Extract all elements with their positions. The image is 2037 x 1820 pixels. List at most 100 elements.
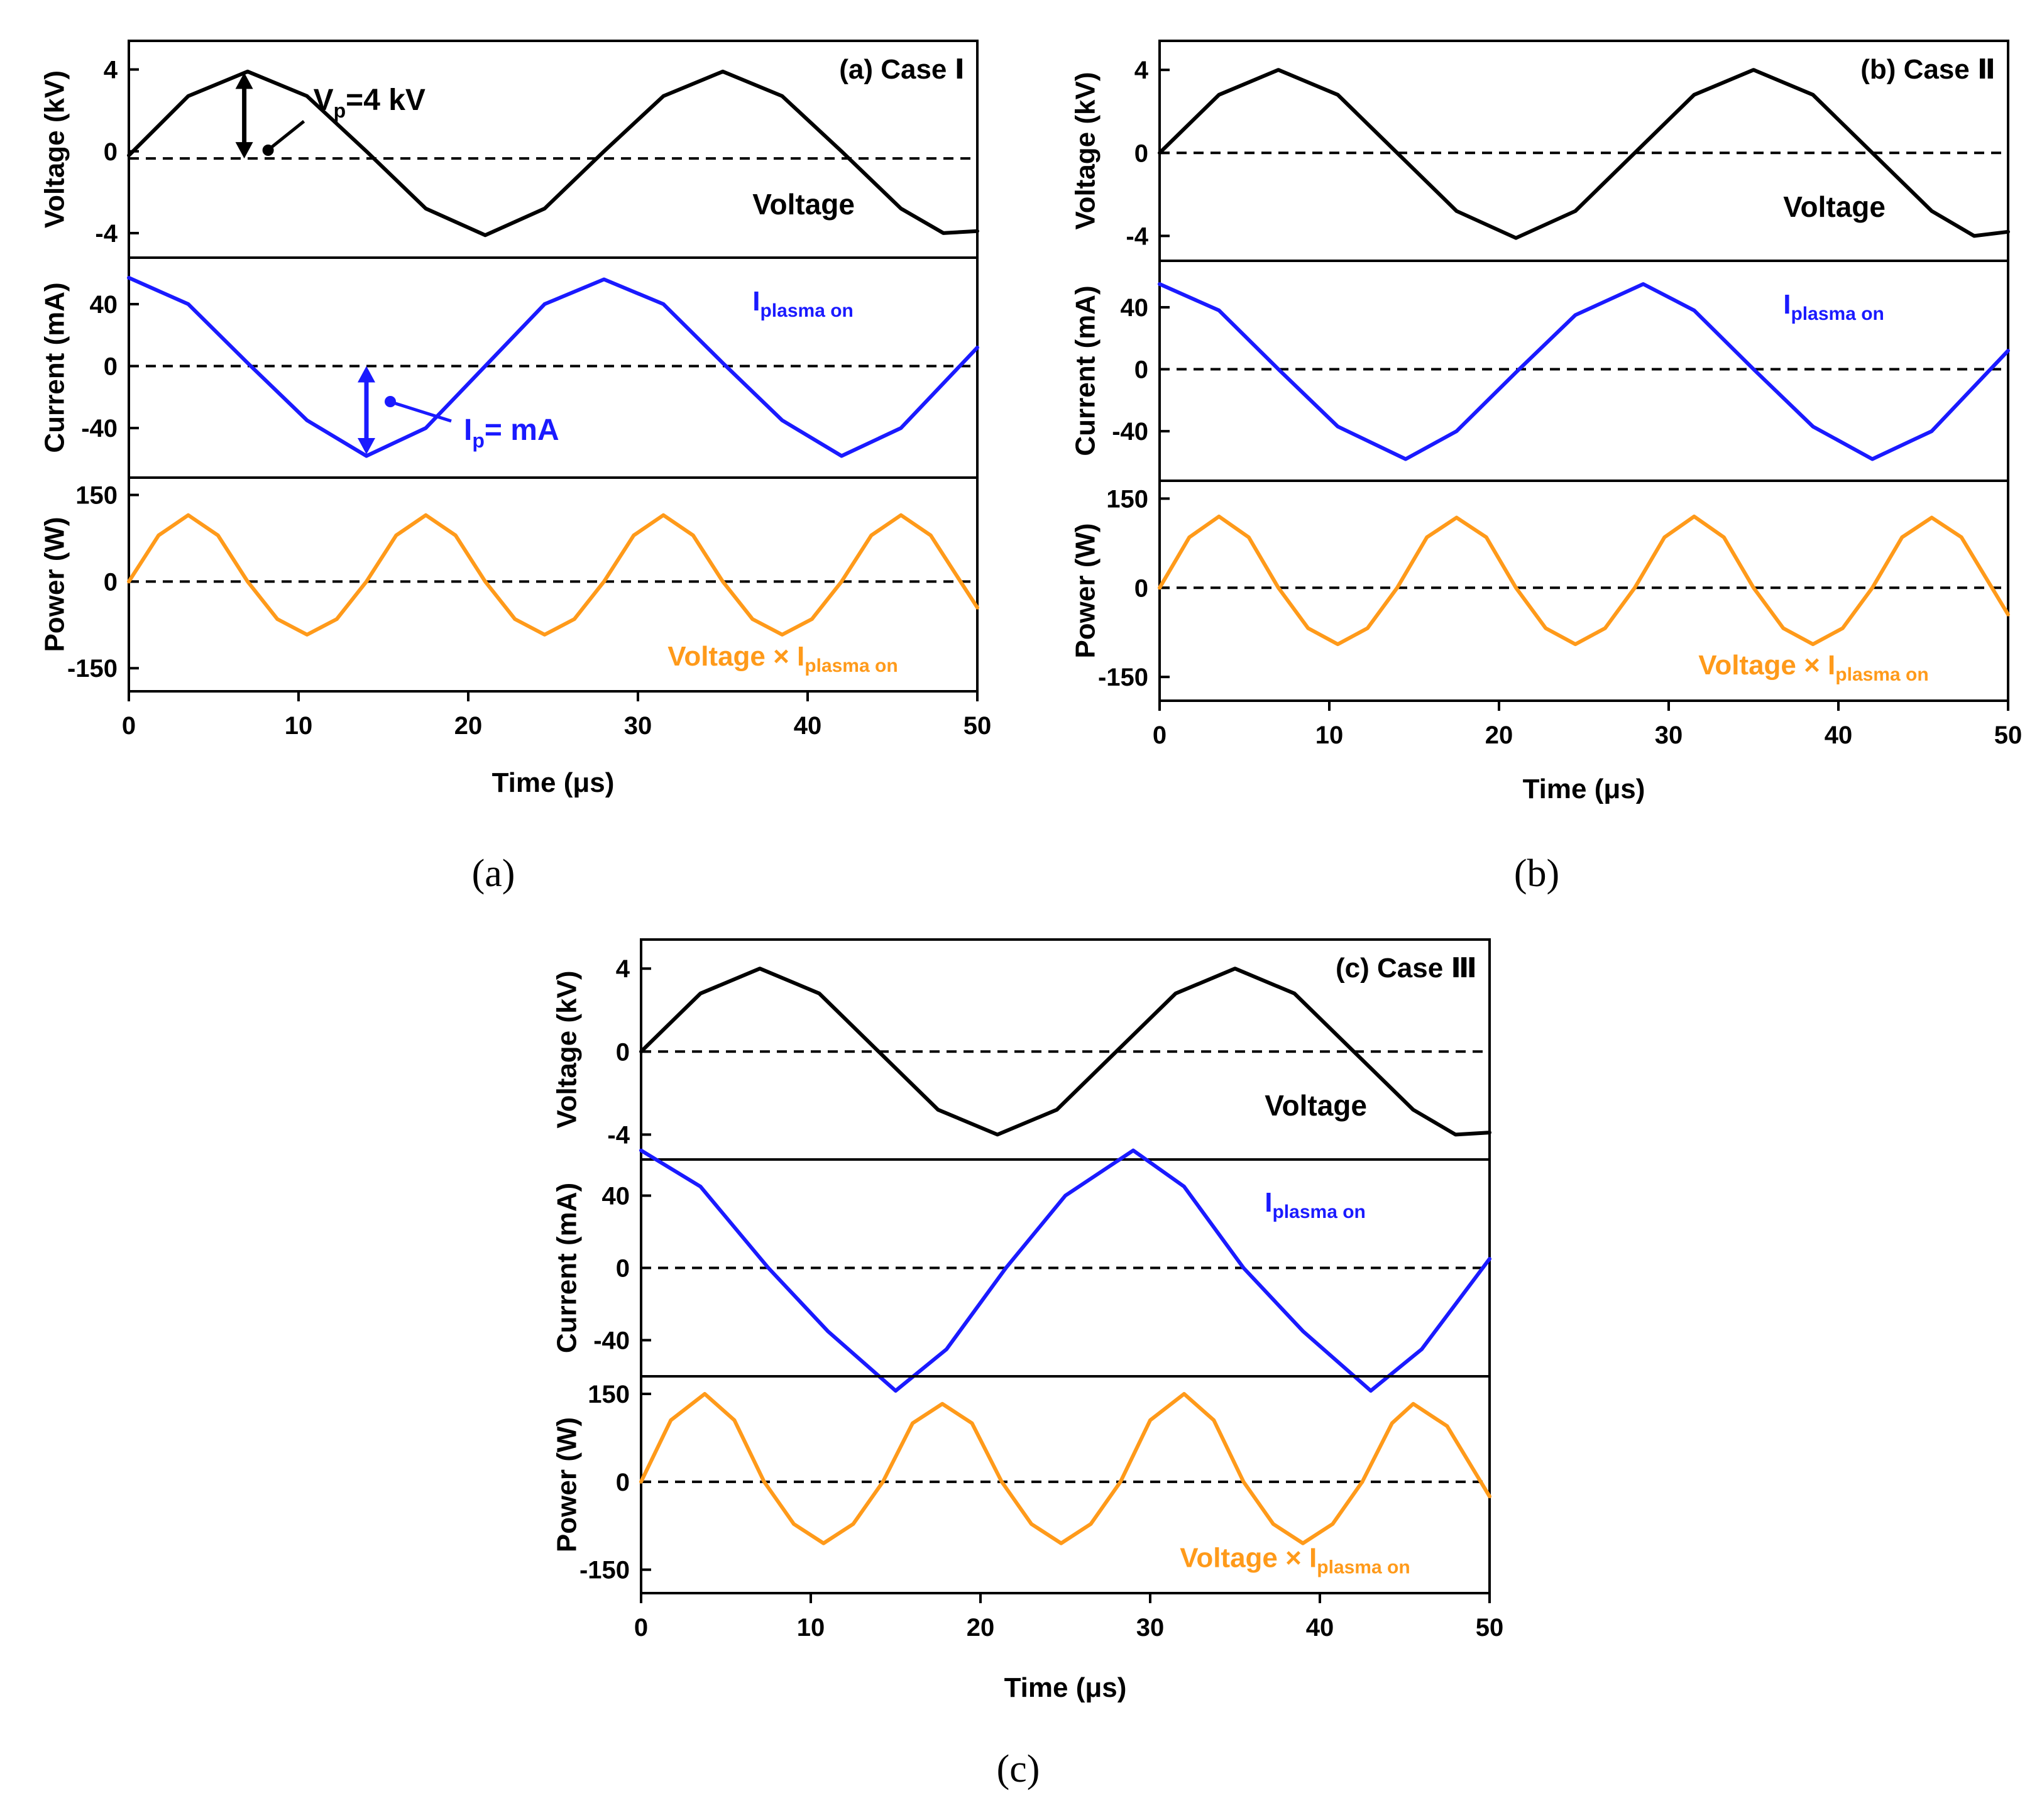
y-tick-label: -150 (579, 1557, 630, 1584)
pointer-tip (385, 396, 396, 407)
x-tick-label: 40 (794, 712, 822, 740)
voltage-series-line (1158, 68, 2010, 240)
current-series-label: Iplasma on (1783, 289, 1884, 324)
amplitude-subscript: p (472, 429, 485, 452)
current-amplitude-annotation: Ip= mA (358, 366, 559, 455)
amplitude-subscript: p (334, 99, 346, 122)
x-tick-label: 0 (1153, 721, 1167, 749)
y-tick-label: 40 (1121, 294, 1149, 322)
y-axis-title: Power (W) (1070, 523, 1101, 658)
x-tick-label: 50 (1994, 721, 2023, 749)
voltage-series-line (639, 967, 1491, 1137)
series-label-subscript: plasma on (1835, 664, 1928, 685)
y-tick-label: 0 (104, 568, 118, 596)
subplot-power: 150 0 -150 Power (W) Voltage × Iplasma on 0 10… (40, 476, 992, 740)
x-axis-title: Time (μs) (1004, 1672, 1127, 1703)
amplitude-suffix: =4 kV (346, 84, 426, 117)
y-axis-title: Power (W) (40, 517, 70, 652)
y-tick-label: -40 (593, 1327, 630, 1355)
y-axis-title: Voltage (kV) (1070, 72, 1101, 229)
arrow-head (358, 438, 375, 455)
panel-caption: (c) (997, 1748, 1040, 1790)
current-series-line (639, 1148, 1491, 1393)
series-label-subscript: plasma on (760, 300, 853, 321)
subplot-power: 150 0 -150 Power (W) Voltage × Iplasma on 0 10… (1070, 480, 2023, 749)
current-series-line (1158, 282, 2010, 461)
y-tick-label: 0 (104, 138, 118, 166)
x-axis-title: Time (μs) (1523, 774, 1645, 804)
voltage-series-line (127, 69, 979, 238)
power-series-line (639, 1392, 1491, 1545)
plot-frame (640, 1375, 1491, 1594)
y-axis-title: Power (W) (552, 1417, 583, 1552)
subplot-current: 40 0 -40 Current (mA) Iplasma on (1070, 260, 2010, 482)
y-tick-label: 4 (104, 57, 118, 84)
y-axis-title: Current (mA) (1070, 285, 1101, 456)
plot-frame (1158, 480, 2009, 702)
x-tick-label: 50 (1476, 1614, 1504, 1642)
y-tick-label: 4 (1134, 57, 1149, 84)
subplot-current: 40 0 -40 Current (mA) Iplasma on (552, 1148, 1491, 1393)
y-tick-label: 40 (90, 291, 118, 319)
y-tick-label: 150 (588, 1381, 630, 1408)
voltage-amplitude-label: Vp=4 kV (314, 84, 426, 122)
amplitude-suffix: = mA (485, 414, 559, 447)
y-tick-label: -40 (1112, 418, 1148, 446)
current-series-label: Iplasma on (1265, 1187, 1366, 1222)
x-tick-label: 0 (122, 712, 136, 740)
y-tick-label: 150 (1106, 485, 1148, 513)
panel-label: (b) Case Ⅱ (1860, 54, 1996, 85)
y-tick-label: 0 (616, 1255, 630, 1283)
x-tick-label: 0 (634, 1614, 648, 1642)
series-label-subscript: plasma on (1317, 1557, 1410, 1578)
x-tick-label: 40 (1306, 1614, 1334, 1642)
series-label-subscript: plasma on (804, 655, 898, 676)
voltage-series-label: Voltage (752, 188, 855, 221)
arrow-head (235, 142, 253, 159)
arrow-head (235, 72, 253, 89)
x-tick-label: 10 (285, 712, 313, 740)
voltage-series-label: Voltage (1783, 190, 1886, 223)
y-tick-label: 0 (616, 1038, 630, 1066)
panel-caption: (a) (472, 852, 515, 895)
x-tick-label: 10 (797, 1614, 825, 1642)
x-axis-title: Time (μs) (492, 767, 615, 798)
x-tick-label: 20 (967, 1614, 995, 1642)
pointer-tip (262, 145, 274, 156)
series-label-subscript: plasma on (1272, 1202, 1365, 1222)
voltage-amplitude-annotation: Vp=4 kV (235, 72, 426, 159)
x-tick-label: 20 (1485, 721, 1513, 749)
y-axis-title: Current (mA) (552, 1183, 583, 1353)
panel-label: (c) Case Ⅲ (1336, 953, 1477, 984)
x-tick-label: 40 (1825, 721, 1853, 749)
current-series-line (127, 276, 979, 458)
x-tick-label: 50 (964, 712, 992, 740)
y-tick-label: -4 (1126, 222, 1148, 250)
x-tick-label: 20 (454, 712, 483, 740)
y-tick-label: 0 (104, 353, 118, 381)
power-series-label: Voltage × Iplasma on (1180, 1543, 1410, 1578)
y-tick-label: -40 (81, 415, 118, 442)
y-tick-label: 0 (1134, 356, 1148, 384)
y-tick-label: 0 (1134, 140, 1148, 167)
x-tick-label: 30 (1136, 1614, 1165, 1642)
power-series-label: Voltage × Iplasma on (667, 641, 898, 676)
power-series-line (1158, 514, 2010, 647)
y-tick-label: -4 (95, 220, 118, 248)
y-tick-label: 0 (1134, 574, 1148, 602)
panel-caption: (b) (1514, 852, 1559, 895)
y-axis-title: Voltage (kV) (552, 970, 583, 1128)
pointer-line (391, 400, 452, 423)
subplot-voltage: 4 0 -4 Voltage (kV) Voltage Vp=4 kV (a) Case Ⅰ (40, 40, 979, 259)
plot-frame (128, 476, 979, 693)
x-tick-label: 30 (624, 712, 652, 740)
arrow-head (358, 366, 375, 383)
current-series-label: Iplasma on (752, 286, 854, 321)
x-tick-label: 10 (1315, 721, 1344, 749)
power-series-line (127, 513, 979, 637)
